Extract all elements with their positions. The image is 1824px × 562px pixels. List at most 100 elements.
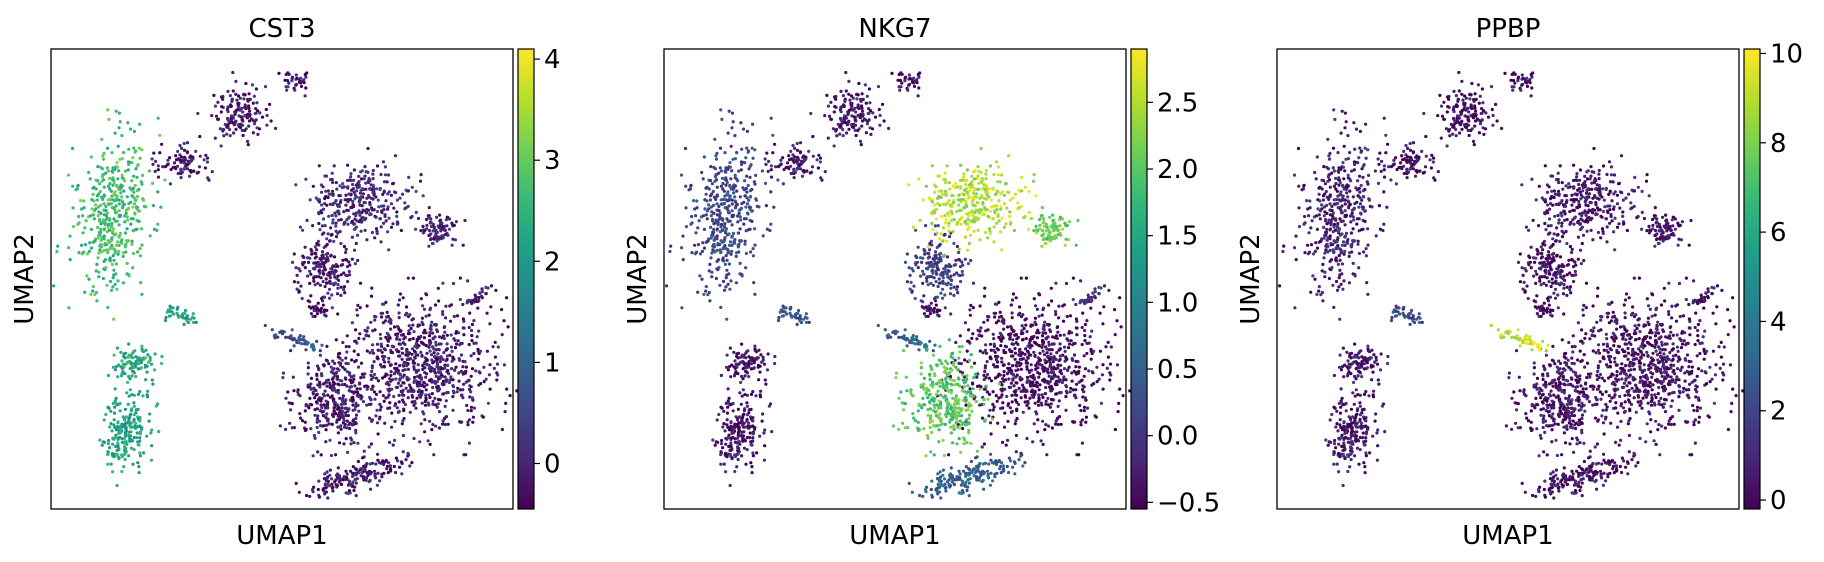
point [130,393,134,397]
point [121,206,125,210]
point [724,254,728,258]
point [431,423,435,427]
point [386,173,391,177]
cluster-center-lower [278,338,388,458]
point [100,443,104,447]
point [308,494,312,498]
point [722,462,726,466]
point [900,81,904,85]
point [383,165,387,169]
point [323,224,327,228]
point [504,401,508,405]
point [349,385,353,389]
point [317,366,321,371]
point [313,396,317,400]
point [713,443,717,447]
point [330,377,335,381]
point [68,234,72,238]
point [117,249,121,253]
point [338,351,342,355]
point [406,454,410,458]
point [94,290,98,295]
point [457,371,461,375]
point [344,356,348,360]
point [454,220,458,224]
point [736,231,741,235]
point [52,284,56,288]
point [82,199,86,203]
point [1106,340,1110,344]
point [83,226,87,230]
point [297,341,301,345]
point [145,434,149,438]
point [366,195,371,199]
point [484,285,488,289]
point [107,438,111,443]
point [457,331,461,335]
point [242,97,246,101]
point [325,237,329,241]
point [169,167,173,172]
point [852,122,856,126]
point [138,432,142,436]
point [470,301,474,306]
point [1058,347,1062,352]
point [719,452,723,457]
point [411,359,415,363]
point [330,293,334,297]
point [344,437,348,441]
point [342,425,347,429]
point [386,344,390,348]
point [322,363,326,367]
point [104,214,108,218]
point [1055,351,1059,355]
point [285,88,289,92]
point [202,158,206,162]
point [365,304,369,308]
point [1007,362,1011,366]
point [763,428,767,432]
point [114,211,118,215]
point [1080,441,1084,445]
point [1079,408,1083,413]
cluster-bottom-tail [294,452,414,500]
point [734,200,738,204]
point [339,285,343,289]
point [1079,423,1083,427]
point [66,173,71,177]
point [913,296,917,301]
point [428,378,432,383]
point [344,361,348,365]
point [357,210,361,214]
point [753,344,757,348]
point [328,438,332,442]
point [95,262,99,266]
point [382,208,386,212]
point [710,233,714,237]
point [726,251,730,255]
point [680,246,684,250]
point [469,409,473,413]
point [1006,438,1010,442]
point [115,240,120,244]
point [194,320,198,324]
point [112,418,116,422]
point [322,295,327,299]
point [470,328,474,333]
point [304,86,308,90]
point [742,446,747,450]
point [1006,402,1011,406]
point [374,462,378,466]
point [111,442,115,446]
point [983,369,987,374]
point [1067,365,1071,369]
point [725,317,729,321]
point [331,192,335,196]
point [726,405,730,409]
point [470,322,474,327]
point [340,358,344,362]
point [365,470,369,475]
point [1001,440,1005,444]
point [861,97,865,101]
